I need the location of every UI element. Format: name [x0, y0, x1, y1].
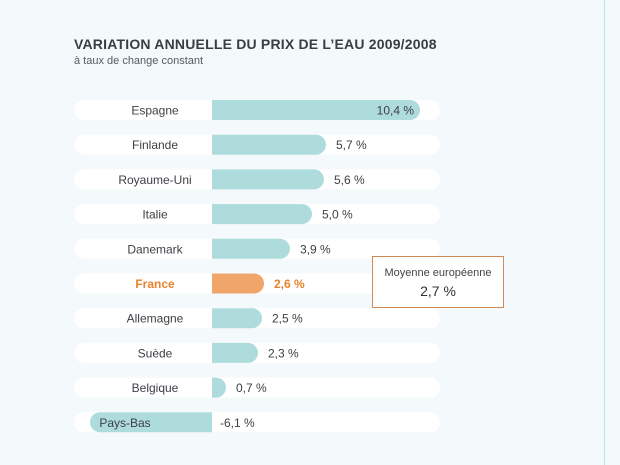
- value-label: 0,7 %: [236, 381, 267, 395]
- value-label: 5,7 %: [336, 138, 367, 152]
- bar: [212, 204, 312, 225]
- bar: [90, 412, 212, 433]
- bar: [212, 342, 258, 363]
- category-label: Belgique: [132, 381, 179, 395]
- value-label: 5,6 %: [334, 173, 365, 187]
- bar: [212, 377, 226, 398]
- category-label: Finlande: [132, 138, 178, 152]
- value-label: -6,1 %: [220, 416, 255, 430]
- value-label: 2,6 %: [274, 277, 305, 291]
- category-label: Espagne: [131, 104, 179, 118]
- european-average-value: 2,7 %: [420, 283, 456, 299]
- european-average-label: Moyenne européenne: [384, 267, 492, 279]
- category-label: Royaume-Uni: [118, 173, 191, 187]
- chart-title: VARIATION ANNUELLE DU PRIX DE L’EAU 2009…: [74, 36, 437, 52]
- value-label: 2,3 %: [268, 346, 299, 360]
- category-label: Allemagne: [127, 312, 184, 326]
- bar: [212, 238, 290, 259]
- category-label: Pays-Bas: [99, 416, 150, 430]
- value-label: 2,5 %: [272, 312, 303, 326]
- value-label: 10,4 %: [377, 104, 415, 118]
- bar: [212, 134, 326, 155]
- category-label: France: [135, 277, 175, 291]
- bar: [212, 273, 264, 294]
- value-label: 5,0 %: [322, 208, 353, 222]
- chart-subtitle: à taux de change constant: [74, 55, 204, 67]
- european-average-box: Moyenne européenne 2,7 %: [372, 256, 504, 308]
- row-background: [74, 377, 440, 398]
- category-label: Suède: [138, 346, 173, 360]
- page-edge-line: [604, 0, 605, 465]
- bar: [212, 100, 420, 120]
- bar: [212, 169, 324, 190]
- category-label: Italie: [142, 208, 168, 222]
- category-label: Danemark: [127, 242, 183, 256]
- value-label: 3,9 %: [300, 242, 331, 256]
- bar: [212, 308, 262, 329]
